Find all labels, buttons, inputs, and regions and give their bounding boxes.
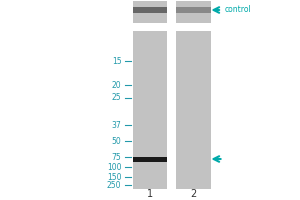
Text: control: control <box>225 5 252 15</box>
Text: 2: 2 <box>190 189 196 199</box>
Bar <box>133 31 167 189</box>
Text: 75: 75 <box>112 152 122 162</box>
Text: 50: 50 <box>112 136 122 146</box>
Text: 25: 25 <box>112 94 122 102</box>
Bar <box>133 7 167 12</box>
Text: 20: 20 <box>112 81 122 90</box>
Bar <box>133 1 167 23</box>
Bar <box>176 31 211 189</box>
Text: 150: 150 <box>107 172 122 182</box>
Bar <box>176 7 211 12</box>
Text: 15: 15 <box>112 56 122 66</box>
Bar <box>176 1 211 23</box>
Text: 100: 100 <box>107 162 122 171</box>
Bar <box>133 156 167 162</box>
Text: 1: 1 <box>147 189 153 199</box>
Text: 37: 37 <box>112 120 122 130</box>
Text: 250: 250 <box>107 180 122 190</box>
